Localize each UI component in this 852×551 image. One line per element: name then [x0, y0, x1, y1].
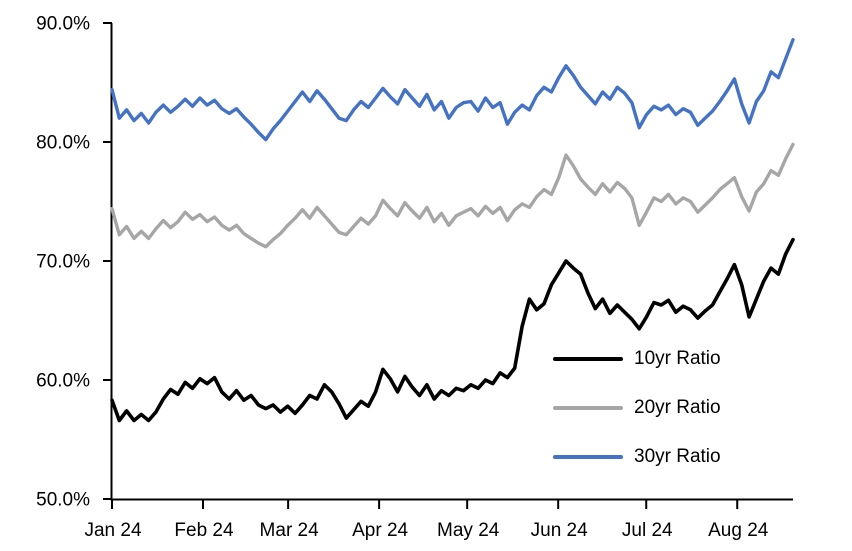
x-tick-label: Mar 24	[260, 520, 320, 541]
series-line-30yr-ratio	[110, 38, 795, 142]
x-tick-label: Aug 24	[708, 520, 769, 541]
legend-item-30yr-ratio: 30yr Ratio	[553, 432, 721, 481]
legend-label-10yr: 10yr Ratio	[634, 348, 721, 369]
x-tick-label: Feb 24	[174, 520, 234, 541]
y-tick-label: 50.0%	[36, 490, 90, 511]
legend-item-10yr-ratio: 10yr Ratio	[553, 334, 721, 383]
series-line-10yr-ratio	[110, 237, 795, 423]
y-tick-label: 60.0%	[36, 371, 90, 392]
y-tick-label: 80.0%	[36, 133, 90, 154]
x-tick-label: Jan 24	[84, 520, 141, 541]
legend-swatch-30yr	[553, 454, 623, 459]
chart-legend: 10yr Ratio 20yr Ratio 30yr Ratio	[553, 334, 721, 481]
x-tick-label: Apr 24	[352, 520, 408, 541]
x-tick-label: May 24	[437, 520, 500, 541]
legend-item-20yr-ratio: 20yr Ratio	[553, 383, 721, 432]
legend-swatch-20yr	[553, 405, 623, 410]
y-tick-label: 90.0%	[36, 14, 90, 35]
x-tick-label: Jun 24	[531, 520, 588, 541]
legend-label-20yr: 20yr Ratio	[634, 397, 721, 418]
legend-swatch-10yr	[553, 356, 623, 361]
y-tick-label: 70.0%	[36, 252, 90, 273]
x-tick-label: Jul 24	[622, 520, 673, 541]
legend-label-30yr: 30yr Ratio	[634, 446, 721, 467]
series-line-20yr-ratio	[110, 142, 795, 249]
